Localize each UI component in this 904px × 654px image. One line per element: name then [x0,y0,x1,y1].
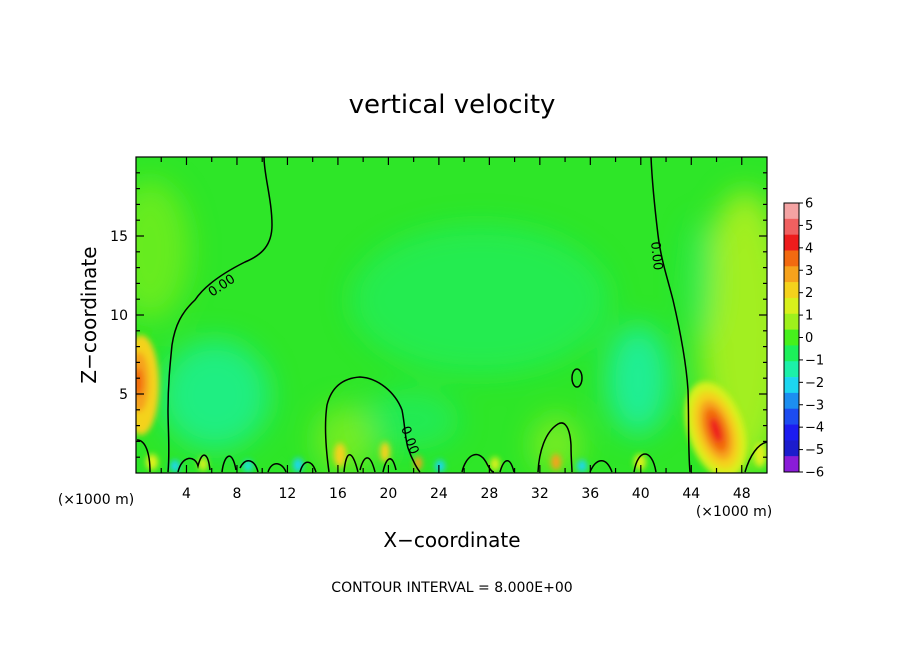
x-axis-unit: (×1000 m) [696,504,772,520]
downdraft-region-left [160,340,270,450]
colorbar-swatch [784,266,799,283]
x-tick-label: 48 [733,486,751,502]
colorbar-swatch [784,424,799,441]
speckle-12 [577,460,587,472]
colorbar-label: 6 [805,197,813,212]
speckle-9 [435,460,445,472]
x-tick-label: 36 [581,486,599,502]
colorbar-swatch [784,234,799,251]
contour-surface-wiggles [177,441,767,473]
colorbar-swatch [784,218,799,235]
contour-small-loop [571,368,583,388]
x-tick-label: 32 [531,486,549,502]
colorbar-label: 5 [805,219,813,234]
speckle-14 [754,443,766,467]
downdraft-region-right [606,325,670,435]
y-tick-label: 15 [110,229,128,245]
colorbar-labels: 6 5 4 3 2 1 0 −1 −2 −3 −4 −5 −6 [805,197,824,481]
speckle-2 [170,460,180,472]
axis-ticks [136,157,767,473]
colorbar-label: −1 [805,353,824,368]
colorbar-label: −6 [805,466,824,481]
y-tick-label: 10 [110,308,128,324]
colorbar-swatch [784,361,799,378]
x-tick-label: 4 [182,486,191,502]
colorbar-label: −2 [805,376,824,391]
speckle-11 [551,454,561,470]
heatmap-field [136,157,767,473]
speckle-6 [334,443,346,467]
colorbar-swatch [784,440,799,457]
weak-downdraft-center [360,390,460,450]
x-tick-label: 24 [430,486,448,502]
colorbar-label: 0 [805,331,813,346]
weak-downdraft-right [685,220,715,340]
colorbar-swatch [784,456,799,473]
y-axis-unit: (×1000 m) [58,492,134,508]
colorbar-swatch [784,329,799,346]
speckle-1 [146,454,158,470]
speckle-10 [490,457,500,471]
x-tick-label: 16 [329,486,347,502]
y-tick-label: 5 [119,387,128,403]
colorbar-swatch [784,313,799,330]
colorbar-label: 2 [805,286,813,301]
y-tick-labels: 5 10 15 [110,229,128,403]
weak-updraft-upper-left [136,180,190,320]
chart-title: vertical velocity [349,90,556,120]
contour-center-dome [324,376,421,473]
contour-left-edge [136,439,151,473]
x-tick-labels: 4 8 12 16 20 24 28 32 36 40 44 48 [182,486,751,502]
speckle-13 [634,454,646,470]
downdraft-region-center [350,225,610,375]
colorbar-label: 1 [805,309,813,324]
x-tick-label: 40 [632,486,650,502]
speckle-5 [293,458,303,472]
x-axis-label: X−coordinate [383,528,520,552]
contour-left-tower [167,157,273,473]
x-tick-label: 28 [480,486,498,502]
colorbar-swatch [784,345,799,362]
x-tick-label: 20 [379,486,397,502]
colorbar-label: 3 [805,264,813,279]
y-axis-label: Z−coordinate [77,246,101,383]
colorbar-swatch [784,250,799,267]
contour-right-tower [650,157,691,473]
colorbar-label: −5 [805,443,824,458]
colorbar-swatch [784,282,799,299]
contour-label-3: 0.00 [647,241,665,271]
colorbar-swatch [784,392,799,410]
colorbar-swatch [784,377,799,394]
colorbar [783,202,803,473]
x-tick-label: 8 [232,486,241,502]
updraft-left-edge-core [136,368,143,396]
speckle-4 [243,460,253,472]
colorbar-label: 4 [805,241,813,256]
x-tick-label: 12 [279,486,297,502]
colorbar-label: −4 [805,421,824,436]
colorbar-swatch [784,203,799,220]
colorbar-swatch [784,408,799,425]
x-tick-label: 44 [682,486,700,502]
zero-contours [136,157,767,473]
strong-updraft-core [709,417,723,443]
speckle-7 [380,442,390,462]
colorbar-label: −3 [805,398,824,413]
contour-right-dome [537,422,573,473]
contour-interval-note: CONTOUR INTERVAL = 8.000E+00 [331,580,572,596]
updraft-low-center [315,405,375,473]
colorbar-swatch [784,297,799,315]
